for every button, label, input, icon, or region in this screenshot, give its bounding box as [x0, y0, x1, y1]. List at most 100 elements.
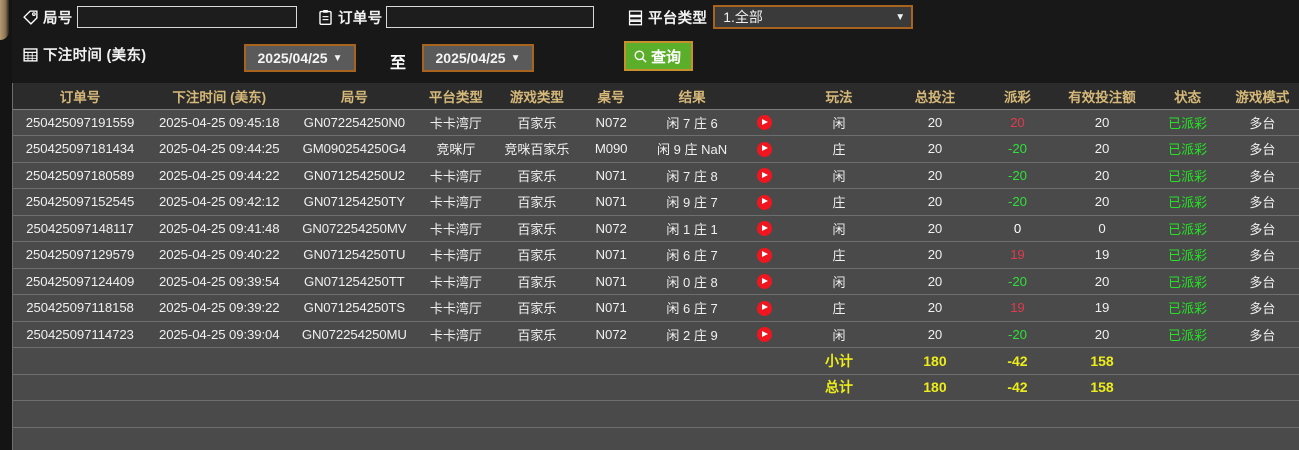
cell-order-no: 250425097181434	[13, 135, 148, 163]
cell-valid-bet: 20	[1054, 162, 1150, 189]
empty-cell	[147, 427, 292, 450]
empty-cell	[494, 400, 580, 428]
empty-cell	[643, 427, 742, 450]
cell-total-bet: 20	[889, 135, 981, 163]
cell-order-no: 250425097124409	[13, 268, 148, 295]
table-row[interactable]: 250425097114723 2025-04-25 09:39:04 GN0722…	[13, 321, 1299, 348]
order-no-field: 订单号	[317, 6, 595, 28]
col-total-bet[interactable]: 总投注	[889, 83, 981, 110]
col-bet-side[interactable]: 玩法	[788, 83, 890, 110]
platform-type-select[interactable]: 1.全部 ▼	[713, 5, 914, 29]
cell-bet-side: 庄	[788, 241, 890, 269]
summary-valid-bet: 158	[1054, 347, 1150, 375]
table-row[interactable]: 250425097124409 2025-04-25 09:39:54 GN0712…	[13, 268, 1299, 295]
cell-result: 闲 1 庄 1	[643, 215, 742, 242]
table-row[interactable]: 250425097148117 2025-04-25 09:41:48 GN0722…	[13, 215, 1299, 242]
summary-total-bet: 180	[889, 374, 981, 401]
cell-platform-type: 卡卡湾厅	[417, 321, 495, 348]
col-game-mode[interactable]: 游戏模式	[1225, 83, 1299, 110]
bet-time-from-picker[interactable]: 2025/04/25 ▼	[244, 44, 356, 72]
play-icon[interactable]	[757, 327, 773, 343]
empty-cell	[980, 400, 1055, 428]
play-icon[interactable]	[757, 300, 773, 316]
cell-game-mode: 多台	[1225, 321, 1299, 348]
cell-game-type: 百家乐	[494, 268, 580, 295]
summary-spacer	[1149, 374, 1226, 401]
summary-spacer	[1225, 347, 1299, 375]
cell-order-no: 250425097114723	[13, 321, 148, 348]
cell-result-replay	[741, 188, 789, 216]
empty-cell	[417, 400, 495, 428]
play-icon[interactable]	[757, 274, 773, 290]
platform-type-field: 平台类型 1.全部 ▼	[627, 5, 914, 29]
bet-time-separator: 至	[390, 55, 407, 72]
play-icon[interactable]	[757, 168, 773, 184]
cell-bet-time: 2025-04-25 09:44:25	[147, 135, 292, 163]
play-icon[interactable]	[757, 141, 773, 157]
bet-history-table: 订单号 下注时间 (美东) 局号 平台类型 游戏类型 桌号 结果 玩法 总投注 …	[13, 83, 1299, 450]
empty-cell	[417, 427, 495, 450]
cell-total-bet: 20	[889, 268, 981, 295]
cell-bet-side: 闲	[788, 268, 890, 295]
empty-cell	[494, 427, 580, 450]
play-icon[interactable]	[757, 221, 773, 237]
cell-table-no: N072	[579, 215, 644, 242]
bet-time-to-picker[interactable]: 2025/04/25 ▼	[422, 44, 534, 72]
empty-cell	[291, 427, 418, 450]
cell-bet-time: 2025-04-25 09:39:54	[147, 268, 292, 295]
cell-platform-type: 卡卡湾厅	[417, 241, 495, 269]
cell-platform-type: 竞咪厅	[417, 135, 495, 163]
cell-platform-type: 卡卡湾厅	[417, 268, 495, 295]
col-valid-bet[interactable]: 有效投注额	[1054, 83, 1150, 110]
summary-spacer	[147, 374, 292, 401]
col-order-no[interactable]: 订单号	[13, 83, 148, 110]
table-row[interactable]: 250425097180589 2025-04-25 09:44:22 GN0712…	[13, 162, 1299, 189]
cell-payout: 19	[980, 294, 1055, 322]
round-no-input[interactable]	[76, 6, 297, 28]
chevron-down-icon: ▼	[510, 52, 521, 64]
cell-result-replay	[741, 135, 789, 163]
col-status[interactable]: 状态	[1149, 83, 1226, 110]
col-bet-time[interactable]: 下注时间 (美东)	[147, 83, 292, 110]
cell-round-no: GN072254250MV	[291, 215, 418, 242]
round-no-label: 局号	[43, 10, 73, 27]
cell-order-no: 250425097129579	[13, 241, 148, 269]
col-table-no[interactable]: 桌号	[579, 83, 644, 110]
table-row[interactable]: 250425097152545 2025-04-25 09:42:12 GN0712…	[13, 188, 1299, 216]
cell-platform-type: 卡卡湾厅	[417, 162, 495, 189]
bet-time-from-value: 2025/04/25	[257, 50, 328, 66]
cell-round-no: GN071254250TU	[291, 241, 418, 269]
cell-game-type: 竞咪百家乐	[494, 135, 580, 163]
clipboard-icon	[317, 9, 334, 26]
col-platform-type[interactable]: 平台类型	[417, 83, 495, 110]
cell-table-no: N071	[579, 294, 644, 322]
cell-payout: -20	[980, 321, 1055, 348]
col-payout[interactable]: 派彩	[980, 83, 1055, 110]
cell-platform-type: 卡卡湾厅	[417, 215, 495, 242]
order-no-input[interactable]	[386, 6, 595, 28]
cell-result: 闲 7 庄 8	[643, 162, 742, 189]
cell-result-replay	[741, 241, 789, 269]
cell-status: 已派彩	[1149, 294, 1226, 322]
table-row[interactable]: 250425097181434 2025-04-25 09:44:25 GM0902…	[13, 135, 1299, 163]
table-row[interactable]: 250425097118158 2025-04-25 09:39:22 GN0712…	[13, 294, 1299, 322]
summary-spacer	[13, 374, 148, 401]
play-icon[interactable]	[757, 194, 773, 210]
bet-history-table-wrap: 订单号 下注时间 (美东) 局号 平台类型 游戏类型 桌号 结果 玩法 总投注 …	[12, 83, 1299, 450]
summary-spacer	[1149, 347, 1226, 375]
cell-game-mode: 多台	[1225, 241, 1299, 269]
empty-cell	[788, 400, 890, 428]
cell-order-no: 250425097152545	[13, 188, 148, 216]
col-round-no[interactable]: 局号	[291, 83, 418, 110]
col-result-replay	[741, 83, 789, 110]
cell-round-no: GN071254250TY	[291, 188, 418, 216]
table-row[interactable]: 250425097191559 2025-04-25 09:45:18 GN0722…	[13, 109, 1299, 136]
col-game-type[interactable]: 游戏类型	[494, 83, 580, 110]
col-result[interactable]: 结果	[643, 83, 742, 110]
query-button[interactable]: 查询	[624, 41, 694, 71]
table-row[interactable]: 250425097129579 2025-04-25 09:40:22 GN0712…	[13, 241, 1299, 269]
play-icon[interactable]	[757, 247, 773, 263]
cell-table-no: M090	[579, 135, 644, 163]
play-icon[interactable]	[757, 115, 773, 131]
cell-status: 已派彩	[1149, 135, 1226, 163]
